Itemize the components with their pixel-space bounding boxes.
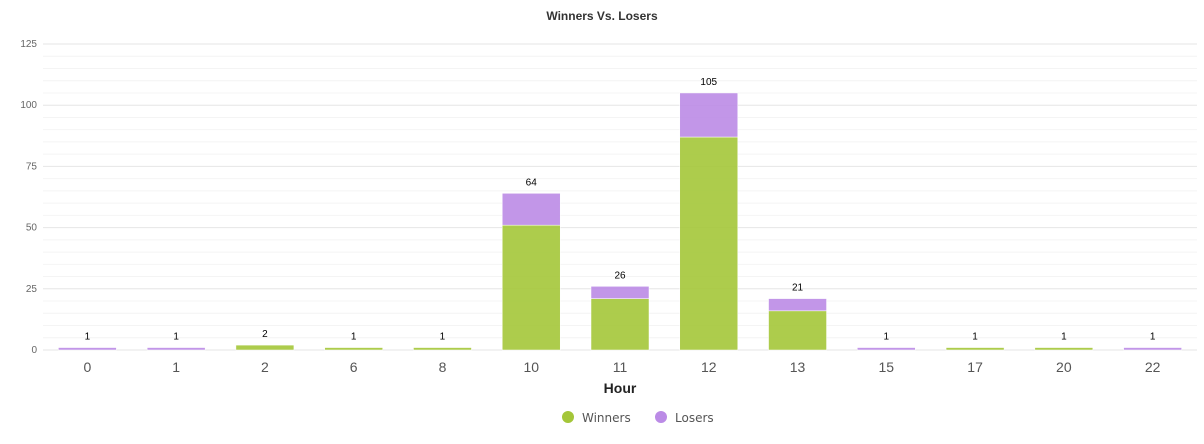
y-tick-label: 75 xyxy=(26,161,38,172)
bar-losers-13[interactable] xyxy=(768,298,827,312)
y-tick-label: 50 xyxy=(26,223,38,234)
legend-marker-losers[interactable] xyxy=(655,411,667,423)
data-label-15: 1 xyxy=(884,332,890,343)
bar-losers-15[interactable] xyxy=(857,347,916,351)
data-label-22: 1 xyxy=(1150,332,1156,343)
bar-losers-1[interactable] xyxy=(146,347,206,351)
bar-winners-2[interactable] xyxy=(235,344,295,351)
y-tick-label: 125 xyxy=(20,39,37,50)
x-tick-label: 12 xyxy=(701,359,717,375)
x-tick-label: 11 xyxy=(613,359,628,375)
x-tick-label: 13 xyxy=(790,359,806,375)
legend-marker-winners[interactable] xyxy=(562,411,574,423)
x-axis-label: Hour xyxy=(604,380,637,396)
data-label-12: 105 xyxy=(700,77,717,88)
bar-winners-6[interactable] xyxy=(324,347,383,351)
x-axis: 0 1 2 6 8 10 11 12 13 15 17 20 22 xyxy=(83,359,1160,375)
bar-winners-11[interactable] xyxy=(590,298,650,351)
y-axis: 0 25 50 75 100 125 xyxy=(20,39,37,356)
bar-winners-8[interactable] xyxy=(413,347,472,351)
data-label-10: 64 xyxy=(526,177,538,188)
y-tick-label: 100 xyxy=(20,100,37,111)
bar-losers-11[interactable] xyxy=(590,286,650,299)
x-tick-label: 8 xyxy=(439,359,447,375)
legend: Winners Losers xyxy=(562,411,714,425)
data-label-2: 2 xyxy=(262,329,268,340)
bar-losers-22[interactable] xyxy=(1123,347,1182,351)
data-label-8: 1 xyxy=(440,332,446,343)
legend-label-winners[interactable]: Winners xyxy=(582,411,631,425)
x-tick-label: 2 xyxy=(261,359,269,375)
x-tick-label: 1 xyxy=(172,359,180,375)
data-label-17: 1 xyxy=(972,332,978,343)
x-tick-label: 20 xyxy=(1056,359,1072,375)
x-tick-label: 22 xyxy=(1145,359,1161,375)
x-tick-label: 17 xyxy=(967,359,983,375)
bar-winners-12[interactable] xyxy=(679,136,739,351)
bar-winners-10[interactable] xyxy=(501,224,561,351)
bar-winners-13[interactable] xyxy=(768,310,827,351)
data-label-0: 1 xyxy=(85,332,91,343)
bar-winners-17[interactable] xyxy=(945,347,1005,351)
x-tick-label: 0 xyxy=(83,359,91,375)
data-label-13: 21 xyxy=(792,283,804,294)
bar-losers-10[interactable] xyxy=(501,193,561,226)
x-tick-label: 10 xyxy=(523,359,539,375)
y-tick-label: 25 xyxy=(26,284,38,295)
data-label-1: 1 xyxy=(173,332,179,343)
data-label-6: 1 xyxy=(351,332,357,343)
chart-title: Winners Vs. Losers xyxy=(546,9,658,23)
data-label-20: 1 xyxy=(1061,332,1067,343)
legend-label-losers[interactable]: Losers xyxy=(675,411,714,425)
x-tick-label: 15 xyxy=(879,359,895,375)
data-label-11: 26 xyxy=(614,270,626,281)
grid-lines xyxy=(43,43,1197,351)
y-tick-label: 0 xyxy=(31,345,37,356)
bar-winners-20[interactable] xyxy=(1034,347,1094,351)
x-tick-label: 6 xyxy=(350,359,358,375)
bar-losers-12[interactable] xyxy=(679,92,739,138)
bar-losers-0[interactable] xyxy=(58,347,117,351)
